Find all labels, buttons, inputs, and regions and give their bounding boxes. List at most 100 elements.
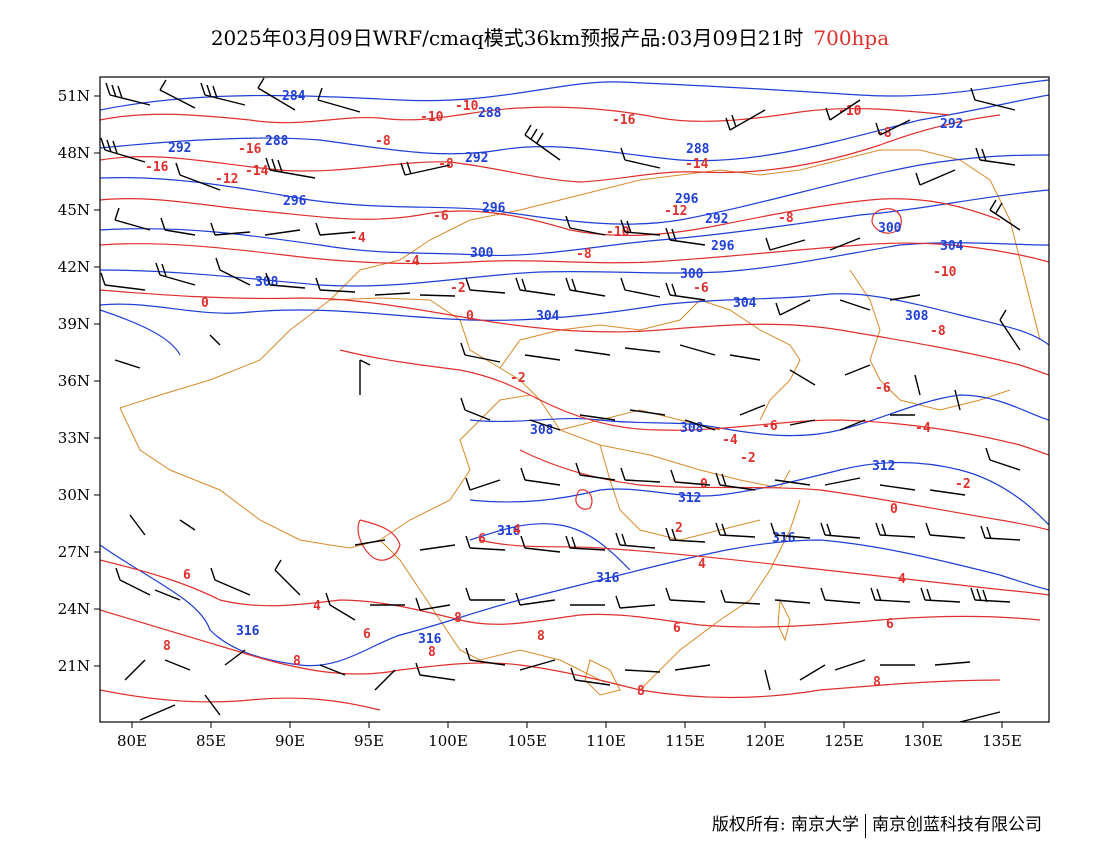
title-pressure-level: 700hpa — [813, 26, 890, 50]
chart-title: 2025年03月09日WRF/cmaq模式36km预报产品:03月09日21时 7… — [0, 22, 1100, 51]
boundary-lines — [119, 149, 1041, 696]
height-label: 312 — [678, 491, 701, 506]
temperature-label: 6 — [363, 627, 371, 642]
height-label: 292 — [940, 117, 963, 132]
wind-barb — [875, 119, 911, 136]
wind-barb — [415, 597, 451, 611]
wind-barb — [620, 147, 661, 169]
title-main: 2025年03月09日WRF/cmaq模式36km预报产品:03月09日21时 — [210, 26, 804, 50]
height-label: 316 — [418, 632, 442, 647]
temperature-label: 0 — [201, 296, 209, 311]
wind-barb — [575, 462, 616, 481]
wind-barb — [774, 599, 811, 604]
wind-barb — [665, 527, 706, 543]
wind-barb — [520, 535, 561, 553]
lat-tick-label: 45N — [58, 201, 90, 219]
wind-barb — [629, 409, 666, 416]
temperature-label: -2 — [740, 451, 756, 466]
wind-barb — [875, 522, 916, 538]
wind-barb — [789, 419, 816, 426]
temperature-label: 8 — [163, 639, 171, 654]
temperature-label: -8 — [438, 157, 454, 172]
wind-barb — [415, 662, 456, 681]
temperature-label: 6 — [478, 532, 486, 547]
temperature-label: -10 — [420, 110, 444, 125]
lat-tick-label: 39N — [58, 315, 90, 333]
lon-tick-label: 130E — [903, 732, 943, 750]
wind-barb — [789, 369, 816, 386]
height-label: 308 — [680, 421, 704, 436]
temperature-label: -10 — [455, 99, 479, 114]
height-label: 316 — [596, 571, 620, 586]
lon-tick-label: 105E — [507, 732, 547, 750]
wind-barb — [154, 589, 181, 601]
wind-barb — [579, 414, 616, 421]
wind-barb — [729, 354, 761, 361]
lon-tick-label: 95E — [354, 732, 384, 750]
wind-barb — [159, 79, 196, 109]
wind-barb — [124, 659, 146, 681]
wind-barb — [970, 87, 1016, 111]
lat-axis: 51N 48N 45N 42N 39N 36N 33N 30N 27N 24N … — [58, 87, 100, 675]
wind-barb — [570, 667, 611, 686]
wind-barb — [839, 299, 871, 311]
wind-barb — [774, 479, 811, 486]
temperature-label: -10 — [838, 104, 862, 119]
wind-barb — [565, 215, 606, 236]
temperature-label: -6 — [875, 381, 891, 396]
wind-barb — [115, 567, 151, 596]
height-label: 316 — [497, 524, 521, 539]
height-contour-labels: 284 288 292 288 288 292 296 296 296 292 … — [168, 89, 964, 647]
wind-barb — [374, 292, 411, 296]
wind-barb — [264, 229, 301, 236]
lon-tick-label: 125E — [824, 732, 864, 750]
org-nju: 南京大学 — [791, 815, 859, 835]
wind-barb — [374, 669, 396, 691]
wind-barb — [764, 669, 771, 691]
wind-barb — [200, 82, 246, 106]
height-label: 300 — [680, 267, 704, 282]
wind-barb — [765, 237, 806, 251]
lon-axis: 80E 85E 90E 95E 100E 105E 110E 115E 120E… — [117, 722, 1022, 750]
wind-barb — [175, 162, 221, 191]
wind-barb — [624, 347, 661, 353]
wind-barb — [725, 109, 766, 131]
wind-barb — [980, 525, 1021, 541]
temperature-label: -6 — [433, 209, 449, 224]
wind-barb — [620, 467, 661, 483]
height-label: 316 — [772, 531, 796, 546]
temperature-label: -10 — [933, 265, 957, 280]
temperature-label: 8 — [637, 684, 645, 699]
wind-barb — [989, 199, 1021, 231]
wind-barb — [460, 397, 491, 421]
wind-barb — [315, 222, 356, 236]
wind-barb — [665, 227, 706, 246]
wind-barb — [824, 477, 861, 486]
temperature-label: 4 — [898, 572, 906, 587]
wind-barb — [934, 661, 971, 666]
wind-barb — [975, 147, 1016, 166]
wind-barb — [114, 207, 151, 231]
wind-barb — [775, 299, 811, 316]
wind-barb — [465, 587, 505, 601]
temperature-label: -2 — [955, 477, 971, 492]
temperature-label: -6 — [693, 281, 709, 296]
wind-barb — [844, 364, 871, 376]
temperature-label: -8 — [930, 324, 946, 339]
lon-tick-label: 90E — [275, 732, 305, 750]
lon-tick-label: 135E — [982, 732, 1022, 750]
height-contours — [100, 79, 1049, 667]
temperature-contours — [100, 106, 1049, 711]
wind-barb — [829, 237, 861, 251]
wind-barb — [720, 589, 761, 605]
wind-barb — [160, 217, 196, 236]
height-label: 312 — [872, 459, 895, 474]
wind-barb — [985, 447, 1021, 471]
lon-tick-label: 115E — [665, 732, 705, 750]
wind-barb — [354, 539, 386, 546]
org-company: 南京创蓝科技有限公司 — [872, 815, 1042, 835]
temperature-label: -12 — [664, 204, 687, 219]
temperature-label: 4 — [698, 557, 706, 572]
plot-frame — [99, 76, 1050, 723]
